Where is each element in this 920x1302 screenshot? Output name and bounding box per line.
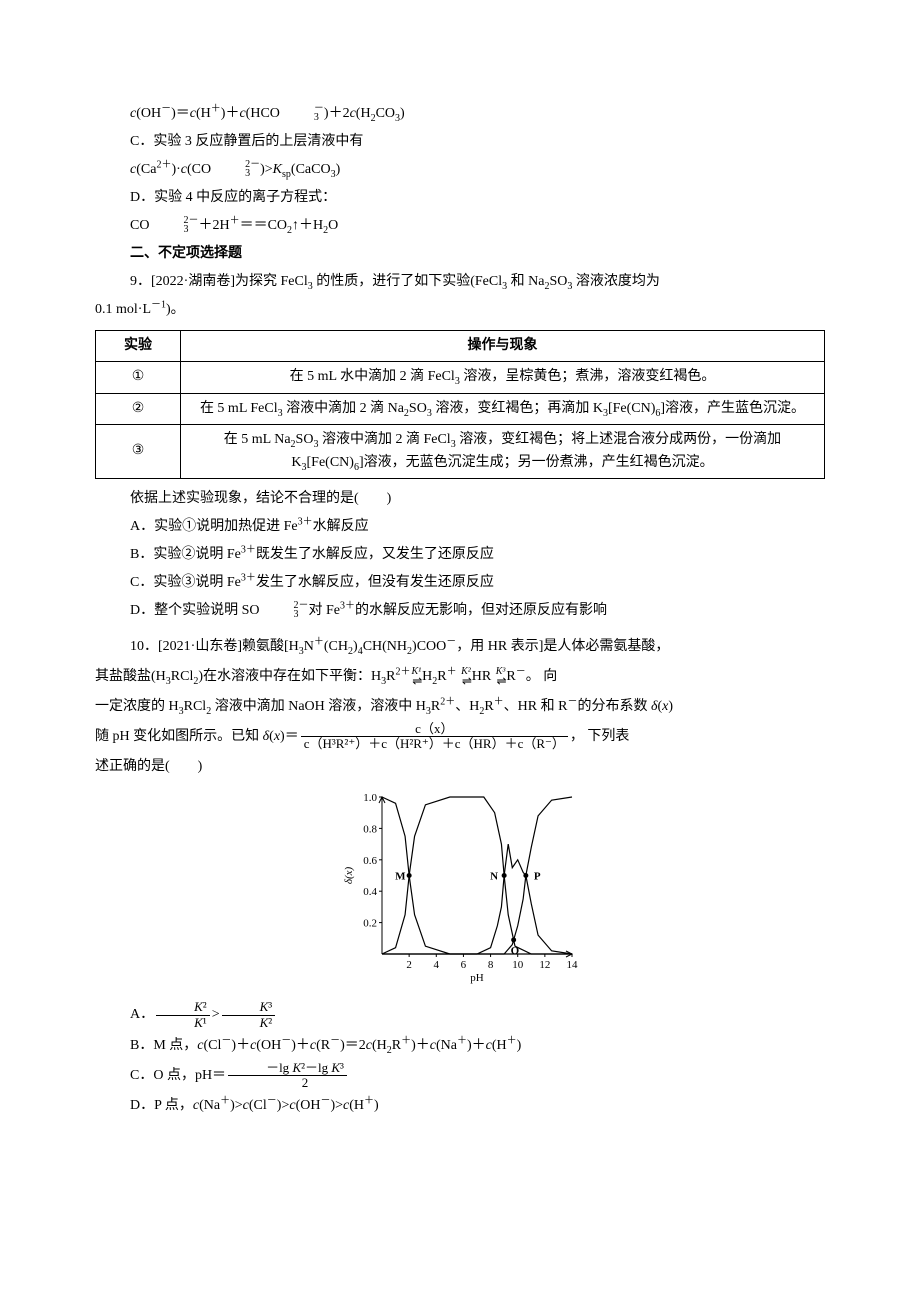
q9-optB: B．实验②说明 Fe3＋既发生了水解反应，又发生了还原反应 <box>95 541 825 569</box>
q9-optA: A．实验①说明加热促进 Fe3＋水解反应 <box>95 513 825 541</box>
q10-optC: C．O 点，pH＝－lg K²－lg K³2 <box>95 1060 825 1092</box>
svg-text:P: P <box>534 871 541 883</box>
svg-text:12: 12 <box>539 959 550 971</box>
table-row: ① 在 5 mL 水中滴加 2 滴 FeCl3 溶液，呈棕黄色；煮沸，溶液变红褐… <box>96 362 825 393</box>
svg-text:6: 6 <box>461 959 467 971</box>
table-row: ③ 在 5 mL Na2SO3 溶液中滴加 2 滴 FeCl3 溶液，变红褐色；… <box>96 425 825 479</box>
q8-optD: D．实验 4 中反应的离子方程式： <box>95 184 825 212</box>
q10-chart: 0.2 0.4 0.6 0.8 1.0 2 4 6 8 10 12 14 pH δ(x) M N O P <box>95 789 825 995</box>
q9-r2c0: ③ <box>96 425 181 479</box>
q9-stem-a: 9．[2022·湖南卷]为探究 FeCl3 的性质，进行了如下实验(FeCl3 … <box>95 268 825 296</box>
svg-text:0.8: 0.8 <box>363 824 377 836</box>
q9-r0c0: ① <box>96 362 181 393</box>
table-row: 实验 操作与现象 <box>96 331 825 362</box>
q9-optD: D．整个实验说明 SO2－3对 Fe3＋的水解反应无影响，但对还原反应有影响 <box>95 597 825 625</box>
svg-text:pH: pH <box>470 972 484 984</box>
q9-table: 实验 操作与现象 ① 在 5 mL 水中滴加 2 滴 FeCl3 溶液，呈棕黄色… <box>95 330 825 479</box>
q10-stem-a: 10．[2021·山东卷]赖氨酸[H3N＋(CH2)4CH(NH2)COO－，用… <box>95 633 825 661</box>
q9-r0c1: 在 5 mL 水中滴加 2 滴 FeCl3 溶液，呈棕黄色；煮沸，溶液变红褐色。 <box>181 362 825 393</box>
svg-text:O: O <box>511 945 520 957</box>
q9-stem-b: 0.1 mol·L－1)。 <box>95 296 825 324</box>
svg-text:0.2: 0.2 <box>363 918 377 930</box>
q8-optC: C．实验 3 反应静置后的上层清液中有 <box>95 128 825 156</box>
q10-optA: A．K²K¹>K³K² <box>95 999 825 1031</box>
q9-th-0: 实验 <box>96 331 181 362</box>
section-2-title: 二、不定项选择题 <box>95 240 825 268</box>
q10-optB: B．M 点，c(Cl－)＋c(OH－)＋c(R－)＝2c(H2R＋)＋c(Na＋… <box>95 1032 825 1060</box>
q10-stem-c: 一定浓度的 H3RCl2 溶液中滴加 NaOH 溶液，溶液中 H3R2＋、H2R… <box>95 693 825 721</box>
q9-r1c1: 在 5 mL FeCl3 溶液中滴加 2 滴 Na2SO3 溶液，变红褐色；再滴… <box>181 393 825 424</box>
q9-th-1: 操作与现象 <box>181 331 825 362</box>
q9-after: 依据上述实验现象，结论不合理的是( ) <box>95 485 825 513</box>
svg-text:14: 14 <box>567 959 579 971</box>
q8-optD-eq: CO2－3＋2H＋＝＝CO2↑＋H2O <box>95 212 825 240</box>
table-row: ② 在 5 mL FeCl3 溶液中滴加 2 滴 Na2SO3 溶液，变红褐色；… <box>96 393 825 424</box>
q10-stem-e: 述正确的是( ) <box>95 753 825 781</box>
q10-optD: D．P 点，c(Na＋)>c(Cl－)>c(OH－)>c(H＋) <box>95 1092 825 1120</box>
svg-text:1.0: 1.0 <box>363 792 377 804</box>
svg-text:10: 10 <box>512 959 524 971</box>
q8-optC-eq: c(Ca2＋)·c(CO2－3)>Ksp(CaCO3) <box>95 156 825 184</box>
q9-r2c1: 在 5 mL Na2SO3 溶液中滴加 2 滴 FeCl3 溶液，变红褐色；将上… <box>181 425 825 479</box>
svg-text:8: 8 <box>488 959 494 971</box>
q9-r1c0: ② <box>96 393 181 424</box>
svg-text:0.4: 0.4 <box>363 887 377 899</box>
svg-text:2: 2 <box>406 959 412 971</box>
q9-optC: C．实验③说明 Fe3＋发生了水解反应，但没有发生还原反应 <box>95 569 825 597</box>
svg-text:0.6: 0.6 <box>363 855 377 867</box>
svg-text:N: N <box>490 871 498 883</box>
svg-text:M: M <box>395 871 406 883</box>
q10-stem-b: 其盐酸盐(H3RCl2)在水溶液中存在如下平衡：H3R2＋K¹⇌H2R＋ K²⇌… <box>95 661 825 693</box>
q10-stem-d: 随 pH 变化如图所示。已知 δ(x)＝c（x）c（H³R²⁺）＋c（H²R⁺）… <box>95 721 825 753</box>
svg-text:4: 4 <box>434 959 440 971</box>
distribution-chart: 0.2 0.4 0.6 0.8 1.0 2 4 6 8 10 12 14 pH δ(x) M N O P <box>340 789 580 984</box>
q8-line1: c(OH－)＝c(H＋)＋c(HCO－3)＋2c(H2CO3) <box>95 100 825 128</box>
svg-text:δ(x): δ(x) <box>343 867 355 885</box>
